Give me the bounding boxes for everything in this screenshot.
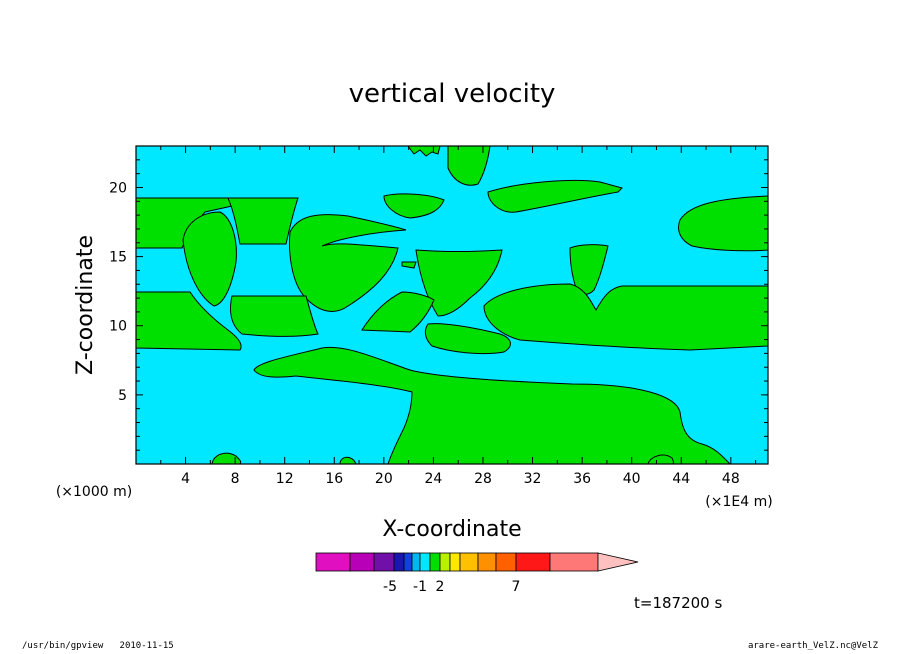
x-tick-label-5: 24 xyxy=(424,471,442,487)
region-right-big xyxy=(483,283,769,351)
region-f xyxy=(229,295,319,337)
colorbar-segment-0 xyxy=(315,552,351,572)
colorbar-segment-5 xyxy=(411,552,421,572)
x-tick-label-1: 8 xyxy=(231,471,240,487)
x-tick-label-4: 20 xyxy=(375,471,393,487)
y-tick-label-1: 10 xyxy=(109,319,127,335)
x-tick-label-7: 32 xyxy=(524,471,542,487)
x-units-label: (×1000 m) xyxy=(56,484,132,500)
colorbar-segment-9 xyxy=(449,552,461,572)
colorbar-label-0: -5 xyxy=(383,579,397,595)
colorbar-label-1: -1 xyxy=(413,579,427,595)
colorbar xyxy=(315,552,639,572)
region-band-b xyxy=(227,197,299,245)
colorbar-segment-1 xyxy=(349,552,375,572)
colorbar-segment-6 xyxy=(419,552,431,572)
colorbar-segment-3 xyxy=(393,552,405,572)
region-top-small xyxy=(383,193,445,219)
x-tick-label-11: 48 xyxy=(722,471,740,487)
colorbar-segment-12 xyxy=(495,552,517,572)
region-lower-large xyxy=(253,346,732,465)
colorbar-extension xyxy=(597,552,639,572)
colorbar-segment-8 xyxy=(439,552,451,572)
colorbar-segment-10 xyxy=(459,552,479,572)
footer-left: /usr/bin/gpview 2010-11-15 xyxy=(22,641,174,651)
region-top-plume xyxy=(447,145,491,186)
colorbar-label-3: 7 xyxy=(512,579,521,595)
x-axis-ticks xyxy=(160,146,757,464)
region-right-blob xyxy=(569,244,609,295)
x-tick-label-8: 36 xyxy=(573,471,591,487)
y-tick-label-2: 15 xyxy=(109,250,127,266)
y-axis-ticks xyxy=(136,159,768,451)
region-bottom-left xyxy=(211,452,242,465)
colorbar-tick-labels: -5 -1 2 7 xyxy=(383,579,520,595)
y-tick-label-3: 20 xyxy=(109,180,127,196)
region-blob-c xyxy=(289,214,407,312)
plot-frame xyxy=(135,145,769,465)
region-right-top xyxy=(678,195,769,252)
y-axis-label: Z-coordinate xyxy=(73,235,98,375)
colorbar-segment-11 xyxy=(477,552,497,572)
colorbar-segment-14 xyxy=(549,552,599,572)
x-tick-label-10: 44 xyxy=(672,471,690,487)
region-g xyxy=(361,291,435,333)
chart-title: vertical velocity xyxy=(349,79,556,109)
colorbar-segment-4 xyxy=(403,552,413,572)
region-blob-a xyxy=(182,211,237,307)
region-top-streaks xyxy=(407,145,441,157)
x-secondary-units-label: (×1E4 m) xyxy=(705,494,772,510)
x-tick-label-6: 28 xyxy=(474,471,492,487)
region-top-right xyxy=(487,179,623,213)
x-tick-label-9: 40 xyxy=(623,471,641,487)
y-axis-tick-labels: 5 10 15 20 xyxy=(109,180,127,403)
time-label: t=187200 s xyxy=(634,594,722,612)
colorbar-label-2: 2 xyxy=(436,579,445,595)
x-axis-label: X-coordinate xyxy=(382,517,521,542)
positive-velocity-regions xyxy=(135,145,769,465)
x-tick-label-2: 12 xyxy=(276,471,294,487)
footer-right: arare-earth_VelZ.nc@VelZ xyxy=(747,641,878,651)
y-tick-label-0: 5 xyxy=(118,388,127,404)
region-small-e xyxy=(401,261,417,269)
region-h xyxy=(424,323,511,355)
x-tick-label-0: 4 xyxy=(181,471,190,487)
x-axis-tick-labels: 4 8 12 16 20 24 28 32 36 40 44 48 xyxy=(181,471,740,487)
colorbar-segment-13 xyxy=(515,552,551,572)
x-tick-label-3: 16 xyxy=(325,471,343,487)
colorbar-segment-2 xyxy=(373,552,395,572)
region-left-mid xyxy=(135,291,242,351)
colorbar-segment-7 xyxy=(429,552,441,572)
